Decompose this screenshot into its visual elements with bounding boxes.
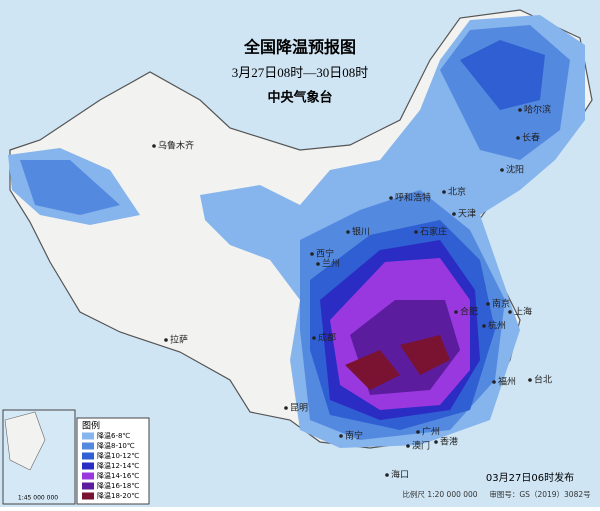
- subtitle: 3月27日08时—30日08时: [232, 65, 369, 80]
- cooling-zones: [8, 15, 585, 448]
- city-label: 拉萨: [170, 334, 188, 346]
- legend-label: 降温8-10℃: [97, 441, 135, 450]
- city-dot: [482, 324, 486, 328]
- city-label: 西宁: [316, 248, 334, 260]
- legend-label: 降温14-16℃: [97, 471, 139, 480]
- city-label: 广州: [422, 426, 440, 438]
- city-dot: [164, 338, 168, 342]
- city-dot: [452, 212, 456, 216]
- legend-swatch: [82, 452, 94, 460]
- city-label: 上海: [514, 306, 532, 318]
- legend-label: 降温6-8℃: [97, 431, 130, 440]
- city-dot: [152, 144, 156, 148]
- city-dot: [500, 168, 504, 172]
- city-label: 南宁: [345, 430, 363, 442]
- city-label: 海口: [391, 469, 409, 481]
- city-label: 南京: [492, 298, 510, 310]
- city-label: 银川: [352, 226, 370, 238]
- city-dot: [434, 440, 438, 444]
- city-label: 沈阳: [506, 164, 524, 176]
- city-label: 乌鲁木齐: [158, 140, 194, 152]
- inset: 1:45 000 000: [2, 409, 76, 505]
- legend-label: 降温16-18℃: [97, 481, 139, 490]
- inset-land: [4, 411, 46, 471]
- cooling-zone: [345, 335, 450, 390]
- city-label: 北京: [448, 186, 466, 198]
- legend-title: 图例: [82, 420, 100, 432]
- inset-scale: 1:45 000 000: [18, 495, 58, 502]
- city-label: 呼和浩特: [395, 192, 431, 204]
- city-label: 石家庄: [420, 226, 447, 238]
- city-dot: [492, 380, 496, 384]
- city-label: 天津: [458, 209, 476, 220]
- city-label: 合肥: [460, 306, 478, 318]
- legend-label: 降温10-12℃: [97, 451, 139, 460]
- city-dot: [316, 262, 320, 266]
- city-dot: [312, 336, 316, 340]
- city-label: 杭州: [488, 320, 506, 332]
- city-dot: [406, 444, 410, 448]
- city-label: 兰州: [322, 258, 340, 270]
- legend-swatch: [82, 472, 94, 480]
- city-label: 昆明: [290, 403, 308, 414]
- city-dot: [508, 310, 512, 314]
- legend: 图例 降温6-8℃降温8-10℃降温10-12℃降温12-14℃降温14-16℃…: [76, 417, 150, 505]
- city-dot: [339, 434, 343, 438]
- city-label: 长春: [522, 132, 540, 144]
- scale: 比例尺 1:20 000 000: [402, 489, 477, 499]
- city-dot: [416, 430, 420, 434]
- issued: 03月27日06时发布: [486, 471, 574, 484]
- city-label: 成都: [318, 332, 336, 344]
- legend-label: 降温12-14℃: [97, 461, 139, 470]
- city-dot: [414, 230, 418, 234]
- approval: 审图号：GS（2019）3082号: [489, 489, 590, 499]
- issuer: 中央气象台: [267, 90, 332, 106]
- city-dot: [389, 196, 393, 200]
- title: 全国降温预报图: [243, 38, 356, 57]
- legend-swatch: [82, 462, 94, 470]
- city-dot: [284, 406, 288, 410]
- city-label: 哈尔滨: [524, 104, 551, 116]
- legend-label: 降温18-20℃: [97, 491, 139, 500]
- city-label: 澳门: [412, 440, 430, 452]
- city-label: 福州: [498, 376, 516, 388]
- legend-swatch: [82, 442, 94, 450]
- legend-swatch: [82, 482, 94, 490]
- city-dot: [442, 190, 446, 194]
- city-dot: [486, 302, 490, 306]
- city-dot: [454, 310, 458, 314]
- city-label: 香港: [440, 436, 458, 448]
- city-dot: [385, 473, 389, 477]
- city-dot: [346, 230, 350, 234]
- city-dot: [528, 378, 532, 382]
- legend-frame: [76, 417, 150, 505]
- legend-swatch: [82, 492, 94, 500]
- city-dot: [518, 108, 522, 112]
- legend-swatch: [82, 432, 94, 440]
- city-label: 台北: [534, 374, 552, 386]
- city-dot: [310, 252, 314, 256]
- city-dot: [516, 136, 520, 140]
